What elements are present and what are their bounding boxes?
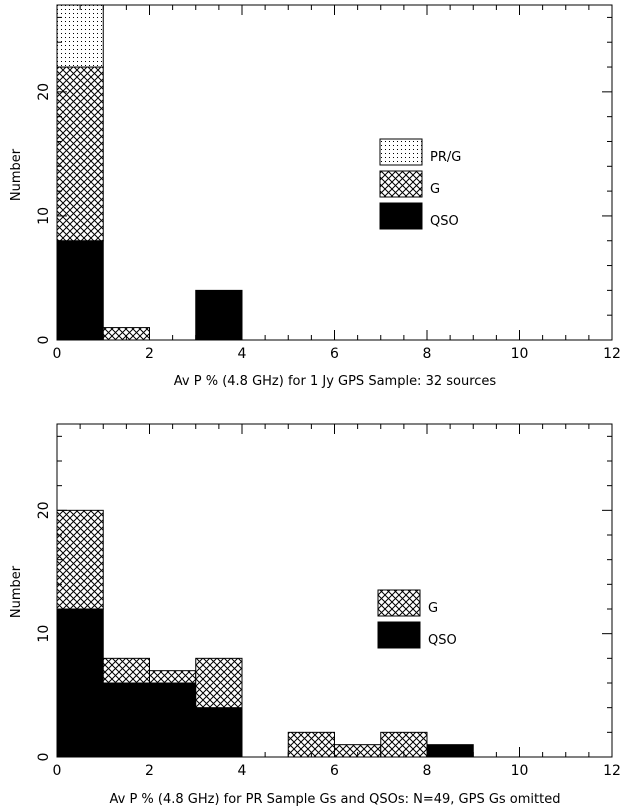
legend-swatch <box>379 138 423 166</box>
legend-swatch <box>377 589 421 617</box>
bar-g <box>56 66 104 242</box>
plot-frame <box>56 4 613 341</box>
y-tick-label: 20 <box>36 501 52 519</box>
bar-g <box>149 670 197 684</box>
bar-qso <box>56 240 104 341</box>
bar-pr-g <box>56 4 104 68</box>
x-tick-label: 8 <box>423 763 432 779</box>
chart-panel-top: Av P % (4.8 GHz) for 1 Jy GPS Sample: 32… <box>9 4 621 389</box>
legend-label: PR/G <box>430 150 461 165</box>
y-axis-title: Number <box>9 565 24 618</box>
x-tick-label: 2 <box>145 763 154 779</box>
x-tick-label: 6 <box>330 763 339 779</box>
bar-g <box>102 657 150 684</box>
legend-swatch <box>379 202 423 230</box>
x-axis-title: Av P % (4.8 GHz) for PR Sample Gs and QS… <box>109 792 560 807</box>
legend-label: QSO <box>430 214 459 229</box>
y-tick-label: 0 <box>36 753 52 762</box>
bar-qso <box>149 682 197 758</box>
legend-label: QSO <box>428 633 457 648</box>
x-axis-title: Av P % (4.8 GHz) for 1 Jy GPS Sample: 32… <box>174 374 497 389</box>
bar-qso <box>56 608 104 758</box>
bar-g <box>195 657 243 709</box>
x-tick-label: 0 <box>53 346 62 362</box>
bar-qso <box>195 707 243 758</box>
bar-qso <box>195 289 243 341</box>
y-tick-label: 0 <box>36 336 52 345</box>
legend-swatch <box>377 621 421 649</box>
y-tick-label: 10 <box>36 207 52 225</box>
y-axis-title: Number <box>9 148 24 201</box>
x-tick-label: 2 <box>145 346 154 362</box>
x-tick-label: 4 <box>238 346 247 362</box>
bar-g <box>56 509 104 610</box>
legend-label: G <box>430 182 440 197</box>
y-tick-label: 20 <box>36 83 52 101</box>
x-tick-label: 12 <box>603 763 621 779</box>
x-tick-label: 10 <box>511 763 529 779</box>
x-tick-label: 0 <box>53 763 62 779</box>
x-tick-label: 4 <box>238 763 247 779</box>
y-tick-label: 10 <box>36 625 52 643</box>
legend-swatch <box>379 170 423 198</box>
x-tick-label: 8 <box>423 346 432 362</box>
x-tick-label: 12 <box>603 346 621 362</box>
x-tick-label: 6 <box>330 346 339 362</box>
bar-qso <box>102 682 150 758</box>
x-tick-label: 10 <box>511 346 529 362</box>
chart-panel-bottom: Av P % (4.8 GHz) for PR Sample Gs and QS… <box>9 423 621 807</box>
legend-label: G <box>428 601 438 616</box>
